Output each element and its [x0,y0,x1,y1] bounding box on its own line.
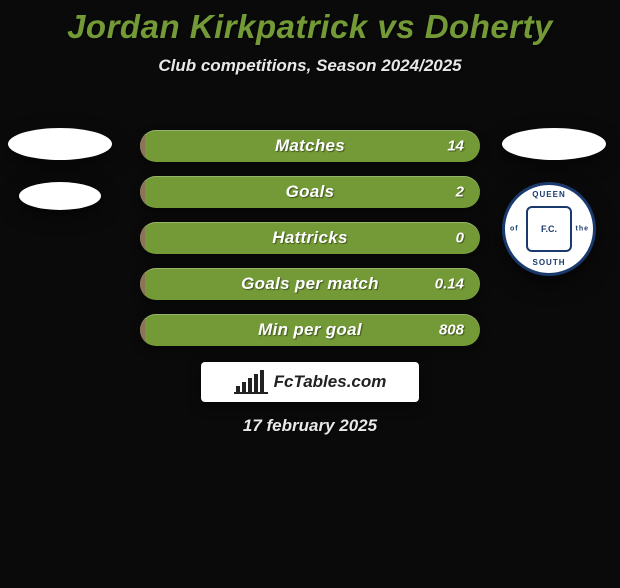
stat-bar-label: Min per goal [258,320,362,340]
stat-bar-label: Goals [286,182,335,202]
stat-bar-fill [140,268,145,300]
stat-bar-row: Matches 14 [140,130,480,162]
stat-bar-fill [140,222,145,254]
stats-bars: Matches 14 Goals 2 Hattricks 0 Goals per match… [140,130,480,360]
club-badge-bottom-text: SOUTH [533,258,566,267]
avatar-oval [8,128,112,160]
stat-bar-value: 0.14 [435,276,464,293]
page-subtitle: Club competitions, Season 2024/2025 [0,56,620,76]
stat-bar-label: Goals per match [241,274,379,294]
avatars-left-column [8,128,112,232]
stat-bar-fill [140,130,145,162]
stat-bar-value: 808 [439,322,464,339]
brand-text: FcTables.com [274,372,387,392]
stat-bar-value: 0 [456,230,464,247]
brand-bars-icon [234,370,268,394]
club-badge-right-text: the [576,226,590,233]
stat-bar-row: Goals per match 0.14 [140,268,480,300]
stat-bar-label: Matches [275,136,345,156]
avatar-oval [502,128,606,160]
club-badge-top-text: QUEEN [532,190,565,199]
page-title: Jordan Kirkpatrick vs Doherty [0,8,620,46]
date-line: 17 february 2025 [0,416,620,436]
avatars-right-column: QUEEN SOUTH of the F.C. [502,128,606,276]
stat-bar-value: 14 [447,138,464,155]
stat-bar-row: Min per goal 808 [140,314,480,346]
club-badge-inner: F.C. [526,206,572,252]
avatar-oval [19,182,101,210]
stat-bar-row: Hattricks 0 [140,222,480,254]
club-badge-left-text: of [510,226,519,233]
stat-bar-fill [140,314,145,346]
stat-bar-row: Goals 2 [140,176,480,208]
stat-bar-value: 2 [456,184,464,201]
stat-bar-fill [140,176,145,208]
brand-box: FcTables.com [201,362,419,402]
club-badge: QUEEN SOUTH of the F.C. [502,182,596,276]
stat-bar-label: Hattricks [272,228,347,248]
